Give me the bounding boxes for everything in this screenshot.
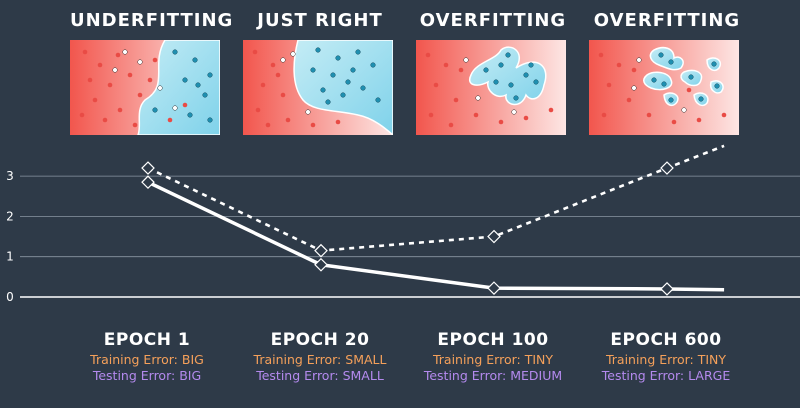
diamond-marker bbox=[141, 161, 155, 175]
just-right-thumbnail bbox=[243, 40, 393, 135]
diamond-marker bbox=[487, 281, 501, 295]
testing-error-line: Testing Error: BIG bbox=[57, 368, 237, 383]
series-lines bbox=[147, 144, 725, 292]
diamond-marker bbox=[314, 243, 328, 258]
training-error-value: SMALL bbox=[345, 352, 387, 367]
training-error-line: Training Error: SMALL bbox=[230, 352, 410, 367]
panel-title-just-right: JUST RIGHT bbox=[257, 10, 383, 31]
y-tick-label: 2 bbox=[6, 209, 14, 223]
y-tick-label: 3 bbox=[6, 169, 14, 183]
testing-error-line: Testing Error: SMALL bbox=[230, 368, 410, 383]
epoch-title: EPOCH 20 bbox=[270, 330, 370, 350]
training-error-line: Training Error: TINY bbox=[576, 352, 756, 367]
testing-error-value: SMALL bbox=[342, 368, 384, 383]
y-tick-label: 1 bbox=[6, 250, 14, 264]
testing-error-value: LARGE bbox=[688, 368, 731, 383]
diamond-marker bbox=[660, 161, 674, 175]
y-axis-ticks: 0 1 2 3 bbox=[6, 169, 14, 304]
testing-error-value: MEDIUM bbox=[510, 368, 563, 383]
testing-error-line: Testing Error: MEDIUM bbox=[403, 368, 583, 383]
epoch-block-100: EPOCH 100 Training Error: TINY Testing E… bbox=[403, 330, 583, 383]
training-error-value: TINY bbox=[524, 352, 554, 367]
training-error-line: Training Error: BIG bbox=[57, 352, 237, 367]
overfitting-thumbnail-2 bbox=[589, 40, 739, 135]
panel-title-overfitting-1: OVERFITTING bbox=[419, 10, 567, 31]
training-error-line: Training Error: TINY bbox=[403, 352, 583, 367]
panel-title-underfitting: UNDERFITTING bbox=[70, 10, 234, 31]
diamond-marker bbox=[141, 175, 155, 189]
epoch-block-600: EPOCH 600 Training Error: TINY Testing E… bbox=[576, 330, 756, 383]
diamond-marker bbox=[487, 229, 501, 244]
panel-title-overfitting-2: OVERFITTING bbox=[593, 10, 741, 31]
training-error-label: Training Error: bbox=[90, 352, 178, 367]
y-tick-label: 0 bbox=[6, 290, 14, 304]
epoch-block-20: EPOCH 20 Training Error: SMALL Testing E… bbox=[230, 330, 410, 383]
dashed-series-line bbox=[147, 144, 725, 252]
overfitting-thumbnail-1 bbox=[416, 40, 566, 135]
training-error-value: TINY bbox=[697, 352, 727, 367]
epoch-title: EPOCH 1 bbox=[103, 330, 191, 350]
testing-error-label: Testing Error: bbox=[423, 368, 507, 383]
solid-series-line bbox=[147, 180, 725, 292]
testing-error-line: Testing Error: LARGE bbox=[576, 368, 756, 383]
diamond-marker bbox=[314, 257, 328, 272]
epoch-title: EPOCH 600 bbox=[610, 330, 722, 350]
training-error-label: Training Error: bbox=[253, 352, 342, 367]
testing-error-label: Testing Error: bbox=[601, 368, 685, 383]
underfitting-thumbnail bbox=[70, 40, 220, 135]
training-error-label: Training Error: bbox=[432, 352, 521, 367]
testing-error-label: Testing Error: bbox=[92, 368, 176, 383]
training-error-label: Training Error: bbox=[605, 352, 694, 367]
training-error-value: BIG bbox=[181, 352, 204, 367]
epoch-block-1: EPOCH 1 Training Error: BIG Testing Erro… bbox=[57, 330, 237, 383]
testing-error-value: BIG bbox=[179, 368, 202, 383]
grid-lines bbox=[20, 175, 800, 298]
data-markers bbox=[141, 161, 674, 296]
testing-error-label: Testing Error: bbox=[256, 368, 339, 383]
diamond-marker bbox=[660, 282, 674, 296]
error-line-chart: 0 1 2 3 bbox=[6, 144, 800, 304]
epoch-title: EPOCH 100 bbox=[437, 330, 549, 350]
